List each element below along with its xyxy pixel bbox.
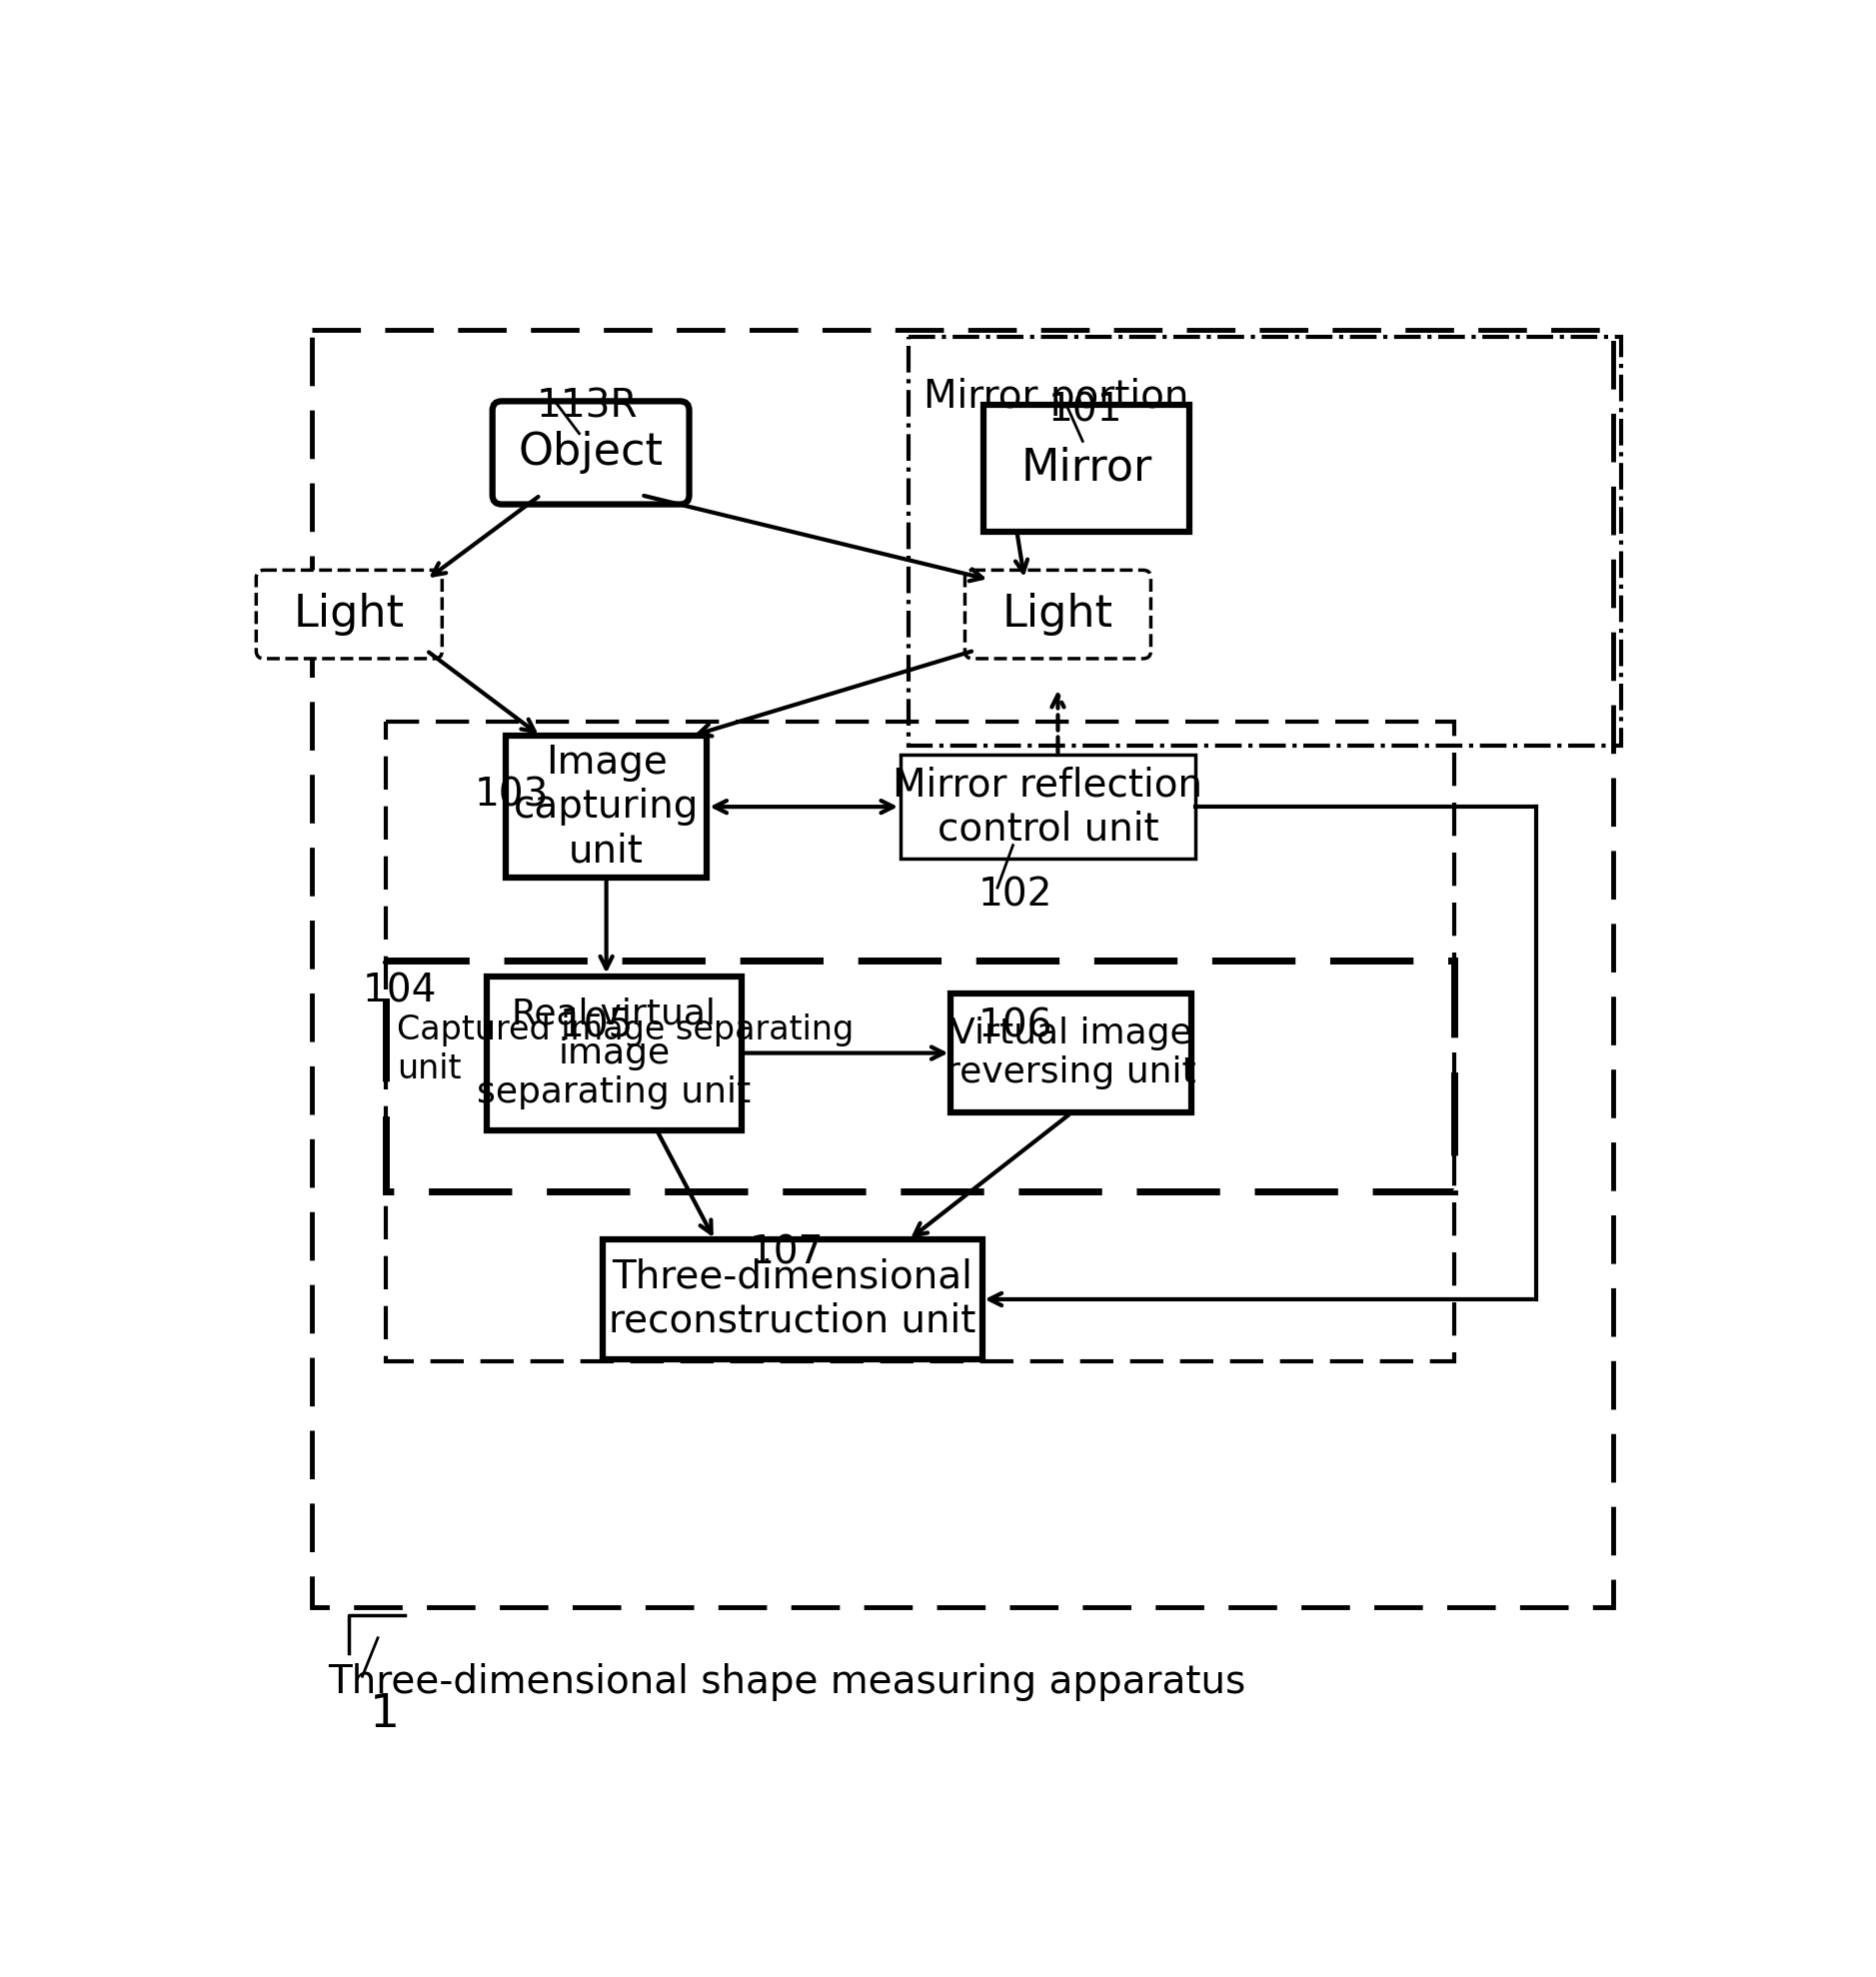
Text: 101: 101 xyxy=(1049,391,1122,429)
Bar xyxy=(602,1240,981,1358)
Text: 105: 105 xyxy=(559,1006,634,1044)
Text: Virtual image
reversing unit: Virtual image reversing unit xyxy=(946,1016,1197,1089)
Bar xyxy=(951,992,1191,1113)
Bar xyxy=(311,330,1613,1607)
FancyBboxPatch shape xyxy=(257,569,443,658)
Bar xyxy=(900,755,1195,858)
Bar xyxy=(386,722,1454,1360)
Bar xyxy=(386,961,1454,1192)
Text: 102: 102 xyxy=(977,876,1052,913)
Text: Light: Light xyxy=(295,593,405,637)
FancyBboxPatch shape xyxy=(964,569,1150,658)
Text: Mirror portion: Mirror portion xyxy=(923,378,1189,415)
Text: Object: Object xyxy=(518,431,664,474)
Text: 104: 104 xyxy=(362,973,437,1010)
Text: Captured image separating
unit: Captured image separating unit xyxy=(398,1014,854,1085)
Text: Light: Light xyxy=(1002,593,1114,637)
Text: Three-dimensional shape measuring apparatus: Three-dimensional shape measuring appara… xyxy=(328,1663,1246,1700)
Bar xyxy=(908,338,1621,745)
Bar xyxy=(507,735,707,878)
Text: Real-virtual
image
separating unit: Real-virtual image separating unit xyxy=(477,996,750,1109)
Text: 106: 106 xyxy=(977,1006,1052,1044)
FancyBboxPatch shape xyxy=(492,401,688,504)
Text: 103: 103 xyxy=(475,775,550,815)
Text: Image
capturing
unit: Image capturing unit xyxy=(514,743,700,870)
Text: 113R: 113R xyxy=(537,387,638,425)
Text: Mirror reflection
control unit: Mirror reflection control unit xyxy=(893,765,1203,848)
Text: 107: 107 xyxy=(750,1234,824,1271)
Bar xyxy=(983,405,1189,532)
Text: 1: 1 xyxy=(370,1692,400,1736)
Bar xyxy=(486,977,741,1131)
Text: Mirror: Mirror xyxy=(1021,447,1152,490)
Text: Three-dimensional
reconstruction unit: Three-dimensional reconstruction unit xyxy=(608,1257,976,1340)
